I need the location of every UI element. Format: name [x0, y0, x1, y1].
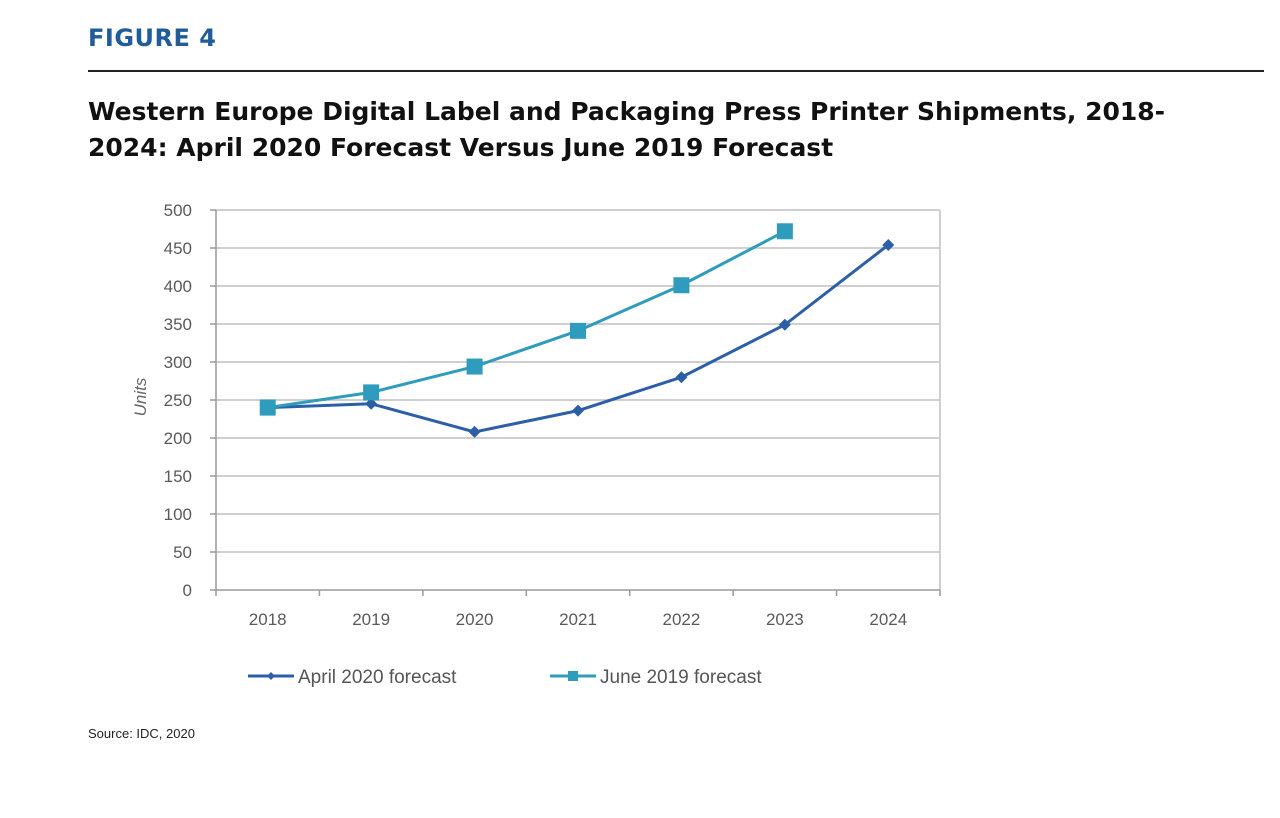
x-tick-label: 2020	[456, 610, 494, 629]
data-point	[468, 425, 481, 438]
data-point	[778, 318, 791, 331]
data-point	[259, 399, 276, 416]
figure-label: FIGURE 4	[88, 24, 217, 52]
legend: April 2020 forecast June 2019 forecast	[248, 667, 762, 688]
data-point	[363, 384, 380, 401]
data-point	[570, 322, 586, 339]
y-tick-label: 350	[164, 315, 192, 334]
series-june-2019-forecast	[259, 223, 793, 416]
y-tick-label: 300	[164, 353, 192, 372]
y-tick-label: 200	[164, 429, 192, 448]
legend-item: June 2019 forecast	[550, 667, 762, 688]
data-point	[675, 371, 688, 384]
x-tick-label: 2018	[249, 610, 287, 629]
x-tick-label: 2021	[559, 610, 597, 629]
legend-item: April 2020 forecast	[248, 667, 457, 688]
y-axis-ticks: 0 50 100 150 200 250 300 350 400 450 500	[164, 201, 216, 600]
y-tick-label: 100	[164, 505, 192, 524]
chart-title: Western Europe Digital Label and Packagi…	[88, 97, 1166, 162]
x-tick-label: 2022	[663, 610, 701, 629]
series-line	[267, 229, 786, 410]
y-tick-label: 500	[164, 201, 192, 220]
y-axis-label: Units	[131, 377, 150, 416]
data-point	[466, 358, 483, 375]
legend-marker	[568, 671, 578, 681]
y-tick-label: 250	[164, 391, 192, 410]
legend-marker	[267, 672, 275, 680]
series-april-2020-forecast	[261, 238, 895, 438]
x-tick-label: 2023	[766, 610, 804, 629]
data-point	[365, 397, 378, 410]
data-point	[673, 277, 690, 294]
y-tick-label: 450	[164, 239, 192, 258]
x-tick-label: 2024	[869, 610, 907, 629]
series-group	[259, 223, 895, 438]
data-point	[882, 238, 895, 251]
x-tick-label: 2019	[352, 610, 390, 629]
legend-label: April 2020 forecast	[298, 667, 457, 688]
y-tick-label: 400	[164, 277, 192, 296]
gridlines	[216, 209, 941, 590]
title-divider	[88, 70, 1264, 72]
legend-label: June 2019 forecast	[600, 667, 762, 688]
x-axis-ticks: 2018 2019 2020 2021 2022 2023 2024	[215, 590, 941, 629]
source-note: Source: IDC, 2020	[88, 726, 195, 741]
data-point	[572, 404, 584, 417]
y-tick-label: 0	[183, 581, 192, 600]
data-point	[776, 223, 793, 240]
y-tick-label: 50	[173, 543, 192, 562]
y-tick-label: 150	[164, 467, 192, 486]
